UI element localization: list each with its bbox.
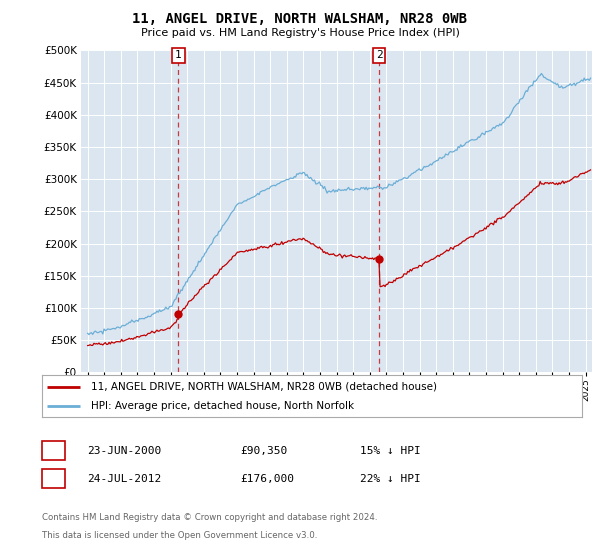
- Text: HPI: Average price, detached house, North Norfolk: HPI: Average price, detached house, Nort…: [91, 401, 354, 411]
- Text: 2: 2: [50, 474, 57, 484]
- Text: 11, ANGEL DRIVE, NORTH WALSHAM, NR28 0WB: 11, ANGEL DRIVE, NORTH WALSHAM, NR28 0WB: [133, 12, 467, 26]
- Text: 1: 1: [175, 50, 182, 60]
- Text: £176,000: £176,000: [240, 474, 294, 484]
- Text: 23-JUN-2000: 23-JUN-2000: [87, 446, 161, 456]
- Text: Contains HM Land Registry data © Crown copyright and database right 2024.: Contains HM Land Registry data © Crown c…: [42, 513, 377, 522]
- Text: This data is licensed under the Open Government Licence v3.0.: This data is licensed under the Open Gov…: [42, 531, 317, 540]
- Text: 24-JUL-2012: 24-JUL-2012: [87, 474, 161, 484]
- Text: 15% ↓ HPI: 15% ↓ HPI: [360, 446, 421, 456]
- Text: £90,350: £90,350: [240, 446, 287, 456]
- Text: 2: 2: [376, 50, 382, 60]
- Text: 11, ANGEL DRIVE, NORTH WALSHAM, NR28 0WB (detached house): 11, ANGEL DRIVE, NORTH WALSHAM, NR28 0WB…: [91, 381, 437, 391]
- Text: 22% ↓ HPI: 22% ↓ HPI: [360, 474, 421, 484]
- Text: Price paid vs. HM Land Registry's House Price Index (HPI): Price paid vs. HM Land Registry's House …: [140, 28, 460, 38]
- Text: 1: 1: [50, 446, 57, 456]
